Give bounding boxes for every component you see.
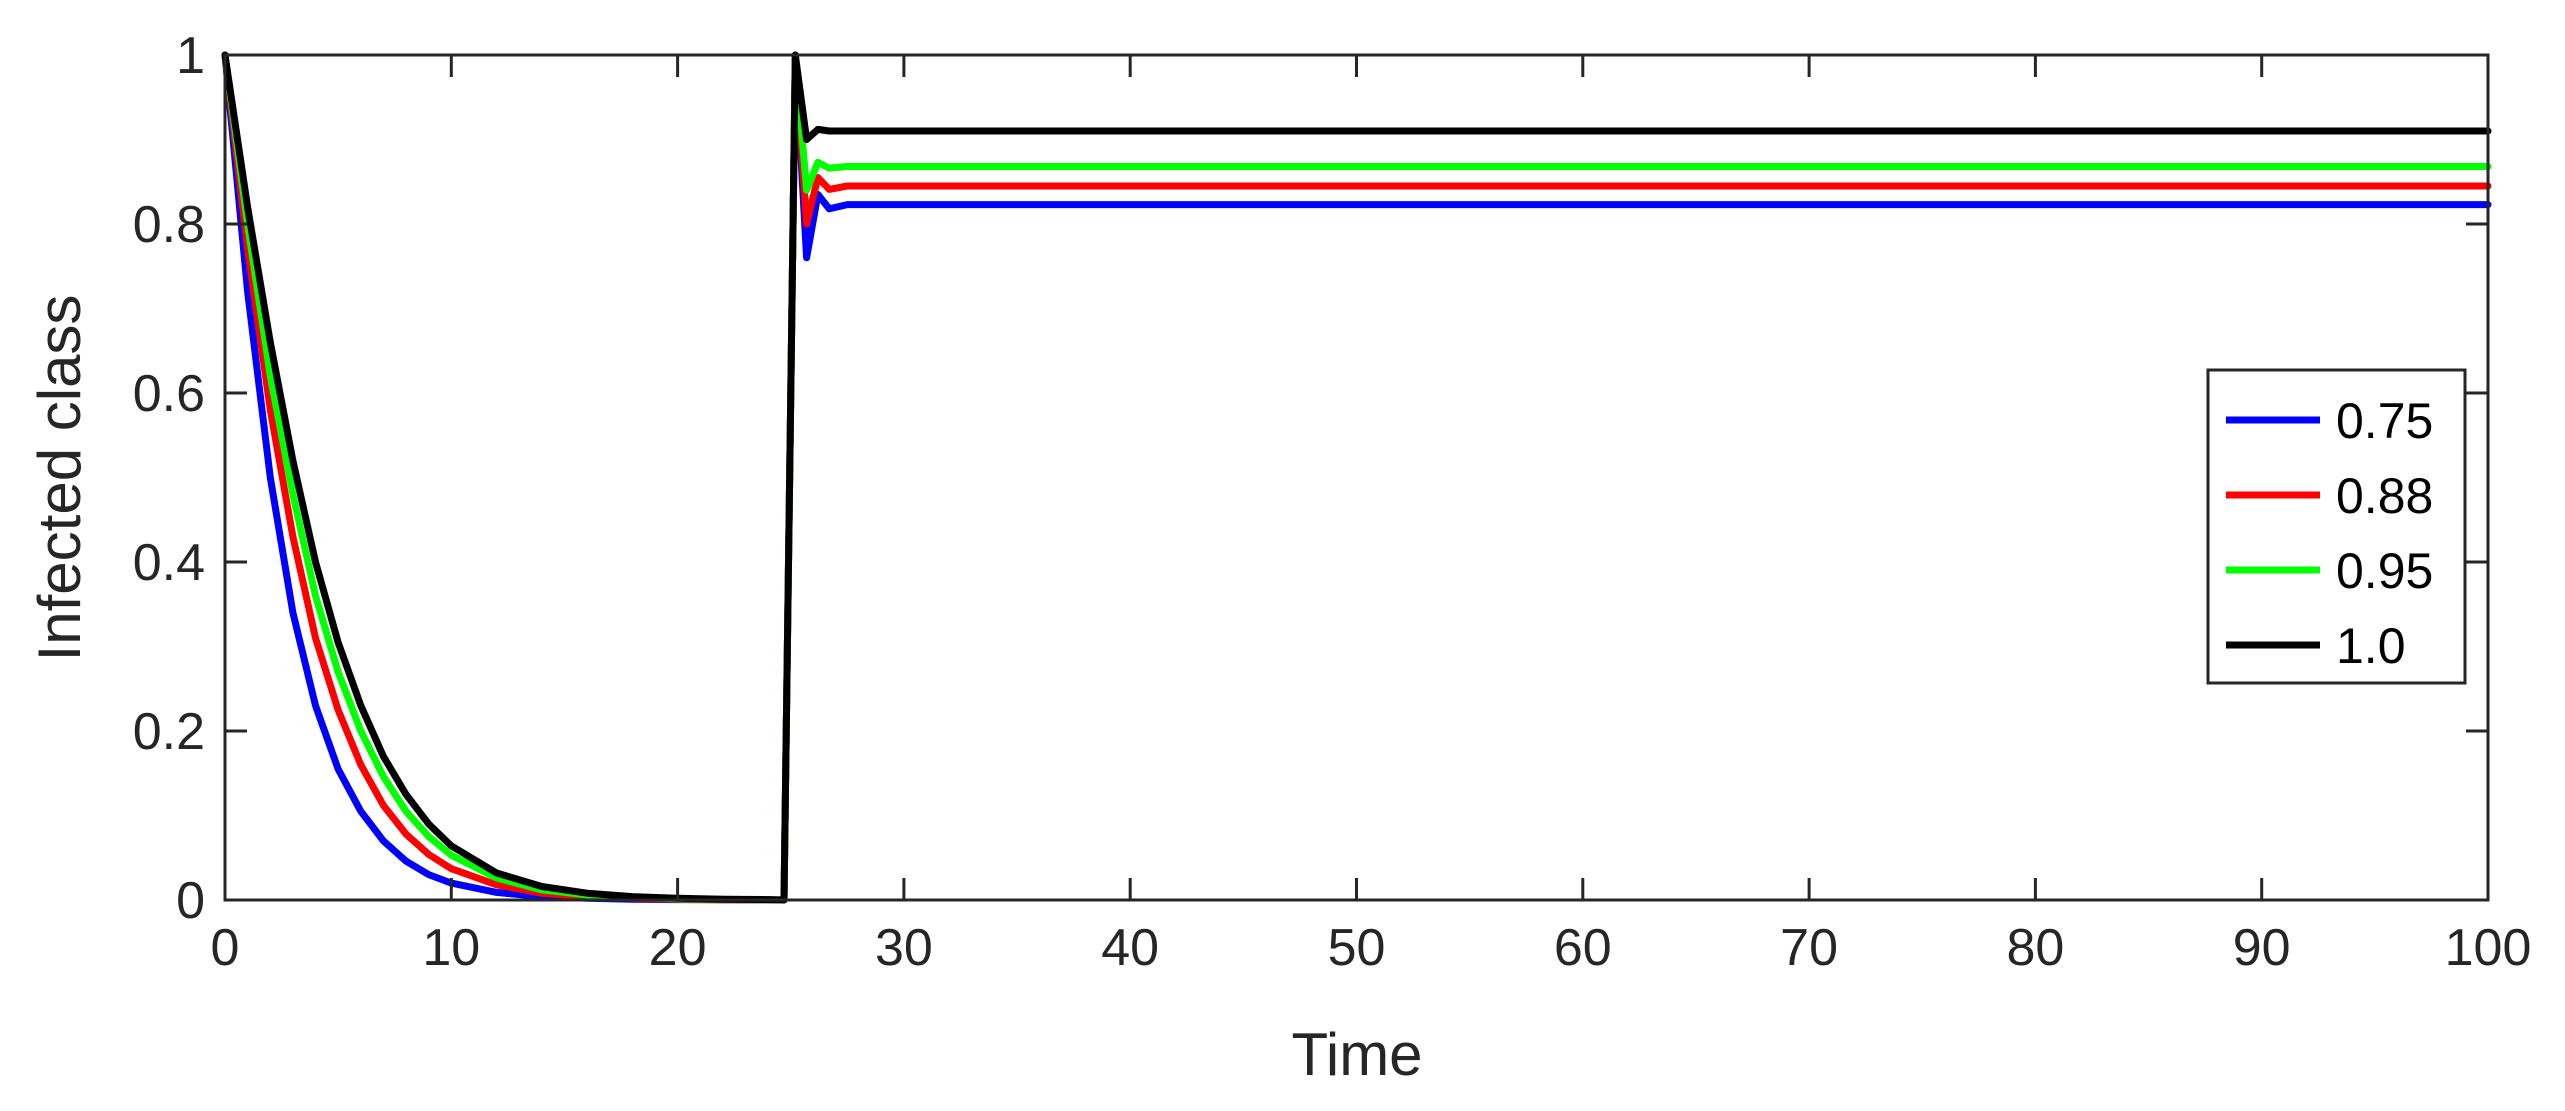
y-tick-label: 0.4 bbox=[133, 534, 205, 592]
y-tick-label: 1 bbox=[176, 27, 205, 85]
plot-area bbox=[225, 55, 2488, 900]
y-tick-label: 0.8 bbox=[133, 196, 205, 254]
y-tick-label: 0 bbox=[176, 872, 205, 930]
y-axis-ticks: 0 0.2 0.4 0.6 0.8 1 bbox=[133, 27, 2488, 930]
legend-label-0-95: 0.95 bbox=[2336, 543, 2433, 599]
x-tick-label: 100 bbox=[2445, 919, 2532, 977]
legend-label-0-75: 0.75 bbox=[2336, 393, 2433, 449]
x-tick-label: 10 bbox=[422, 919, 480, 977]
y-axis-label: Infected class bbox=[26, 295, 93, 662]
x-tick-label: 20 bbox=[649, 919, 707, 977]
y-tick-label: 0.2 bbox=[133, 703, 205, 761]
x-axis-ticks: 0 10 20 30 40 50 60 70 80 90 100 bbox=[211, 55, 2532, 977]
series-layer bbox=[221, 51, 2492, 904]
x-tick-label: 80 bbox=[2006, 919, 2064, 977]
x-tick-label: 90 bbox=[2233, 919, 2291, 977]
series-line-1-0 bbox=[221, 51, 2492, 904]
x-tick-label: 60 bbox=[1554, 919, 1612, 977]
y-tick-label: 0.6 bbox=[133, 365, 205, 423]
legend: 0.75 0.88 0.95 1.0 bbox=[2206, 368, 2467, 685]
x-tick-label: 40 bbox=[1101, 919, 1159, 977]
legend-label-0-88: 0.88 bbox=[2336, 468, 2433, 524]
x-tick-label: 30 bbox=[875, 919, 933, 977]
x-tick-label: 70 bbox=[1780, 919, 1838, 977]
x-tick-label: 0 bbox=[211, 919, 240, 977]
legend-label-1-0: 1.0 bbox=[2336, 618, 2406, 674]
x-axis-label: Time bbox=[1291, 1021, 1422, 1088]
x-tick-label: 50 bbox=[1328, 919, 1386, 977]
